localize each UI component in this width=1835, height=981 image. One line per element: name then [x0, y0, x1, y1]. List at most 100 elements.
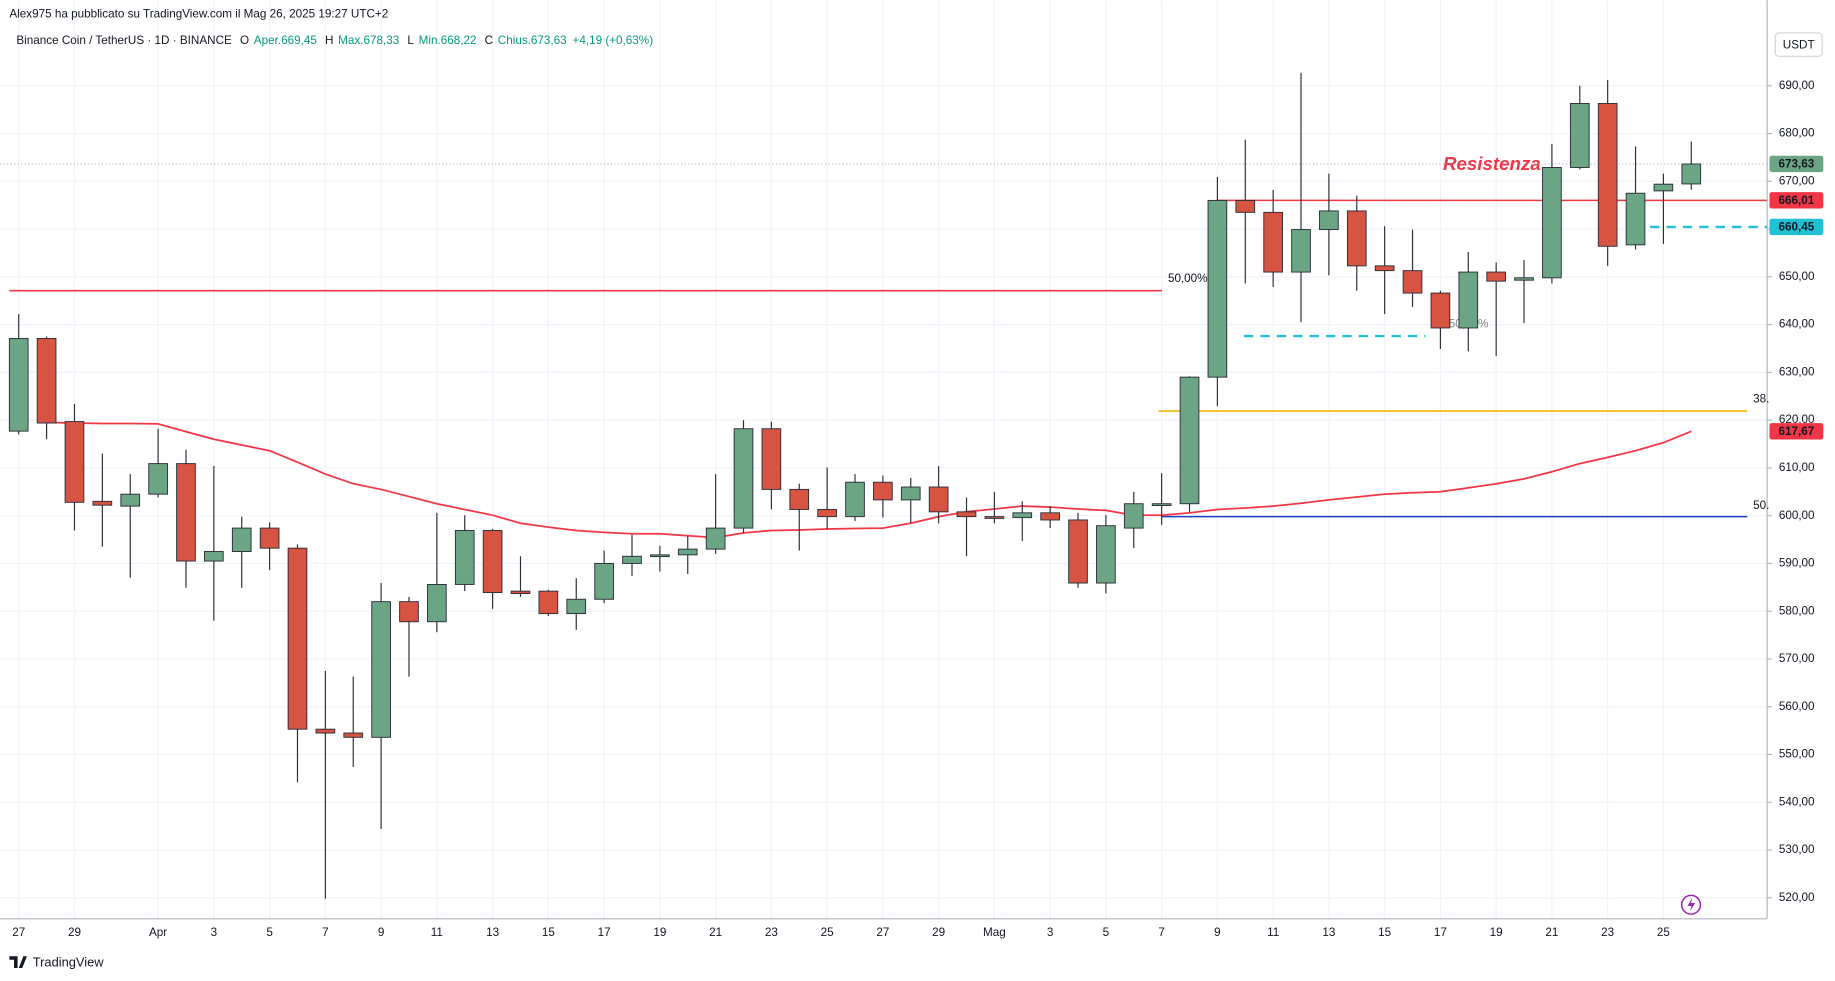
x-tick-label: 27 [876, 926, 889, 939]
y-tick-label: 570,00 [1779, 652, 1815, 665]
candle-body [1235, 199, 1256, 213]
candle-body [1486, 271, 1506, 282]
legend-value: Chius.673,63 [498, 34, 567, 47]
x-tick-label: 17 [1434, 926, 1447, 939]
y-tick-label: 540,00 [1779, 795, 1815, 808]
candle-body [259, 527, 280, 549]
candle-body [1319, 210, 1339, 231]
candle-body [204, 551, 224, 562]
candle-body [873, 481, 893, 501]
candle-body [1597, 102, 1618, 247]
y-tick-label: 640,00 [1779, 318, 1815, 331]
candle-body [1458, 271, 1479, 329]
x-tick-label: 3 [211, 926, 218, 939]
alert-icon[interactable] [1680, 894, 1702, 915]
x-tick-label: 21 [1545, 926, 1558, 939]
x-tick-label: 9 [1214, 926, 1221, 939]
currency-box[interactable] [1774, 32, 1823, 57]
candle-body [231, 527, 252, 552]
y-tick-label: 620,00 [1779, 413, 1815, 426]
candle-body [482, 530, 503, 594]
x-tick-label: 7 [322, 926, 329, 939]
candle-body [1374, 265, 1395, 272]
candle-body [1291, 229, 1311, 273]
price-label-box [1769, 192, 1824, 209]
x-tick-label: 27 [12, 926, 25, 939]
x-tick-label: 25 [1657, 926, 1670, 939]
footer: TradingView [33, 955, 104, 970]
candle-body [315, 728, 336, 734]
price-label: 660,45 [1779, 221, 1815, 234]
x-tick-label: 23 [765, 926, 778, 939]
x-tick-label: Mag [983, 926, 1006, 939]
y-tick-label: 550,00 [1779, 748, 1815, 761]
x-tick-label: 5 [266, 926, 273, 939]
x-tick-label: 15 [542, 926, 556, 939]
x-tick-label: Apr [149, 926, 167, 939]
alert-circle[interactable] [1680, 894, 1702, 915]
line-label: 38. [1753, 392, 1769, 405]
x-tick-label: 15 [1378, 926, 1391, 939]
candle-body [538, 590, 559, 615]
y-tick-label: 650,00 [1779, 270, 1815, 283]
line-label: 50. [1753, 499, 1769, 512]
candle-body [817, 508, 837, 518]
candle-body [120, 493, 141, 507]
candle-body [1542, 166, 1562, 279]
candle-body [1207, 199, 1228, 378]
candle-body [510, 590, 531, 595]
candle-body [1653, 183, 1674, 192]
legend-key: H [325, 34, 333, 47]
y-tick-label: 600,00 [1779, 509, 1815, 522]
x-tick-label: 21 [709, 926, 722, 939]
candle-body [733, 428, 754, 529]
price-label: 617,67 [1779, 425, 1815, 438]
candle-body [928, 486, 949, 513]
candle-body [1402, 270, 1423, 294]
y-tick-label: 530,00 [1779, 843, 1815, 856]
annotation: Resistenza [1443, 153, 1541, 174]
candle-body [148, 463, 168, 495]
x-tick-label: 9 [378, 926, 385, 939]
currency: USDT [1783, 38, 1815, 51]
candle-body [956, 511, 977, 518]
candle-body [622, 555, 642, 564]
candle-body [1514, 277, 1534, 281]
legend-value: Max.678,33 [338, 34, 399, 47]
line-label: 50,00% [1168, 272, 1208, 285]
logo-mark [9, 956, 27, 968]
y-tick-label: 690,00 [1779, 79, 1815, 92]
y-tick-label: 630,00 [1779, 365, 1815, 378]
x-tick-label: 29 [68, 926, 81, 939]
x-tick-label: 7 [1158, 926, 1165, 939]
candle-body [36, 337, 57, 424]
candle-body [761, 428, 782, 490]
candle-body [64, 421, 85, 503]
candle-body [845, 481, 865, 518]
candle-body [8, 337, 29, 432]
candle-body [984, 516, 1005, 519]
candle-body [343, 732, 364, 738]
candle-body [677, 548, 698, 556]
alert-bolt[interactable] [1687, 897, 1696, 912]
header: Alex975 ha pubblicato su TradingView.com… [9, 7, 388, 20]
candle-body [287, 547, 308, 730]
candle-body [1430, 292, 1451, 329]
candle-body [427, 583, 447, 623]
x-tick-label: 5 [1103, 926, 1110, 939]
price-label: 666,01 [1779, 194, 1815, 207]
candle-body [1569, 102, 1590, 168]
candle-body [1346, 210, 1367, 267]
candle-body [1096, 525, 1116, 584]
candle-body [594, 562, 614, 600]
x-tick-label: 11 [1267, 926, 1279, 939]
candle-body [650, 554, 670, 558]
legend-key: L [407, 34, 414, 47]
candle-body [399, 601, 419, 623]
candle-body [1179, 376, 1200, 505]
x-tick-label: 13 [1322, 926, 1335, 939]
x-tick-label: 19 [653, 926, 666, 939]
candle-body [789, 488, 810, 510]
x-tick-label: 29 [932, 926, 945, 939]
